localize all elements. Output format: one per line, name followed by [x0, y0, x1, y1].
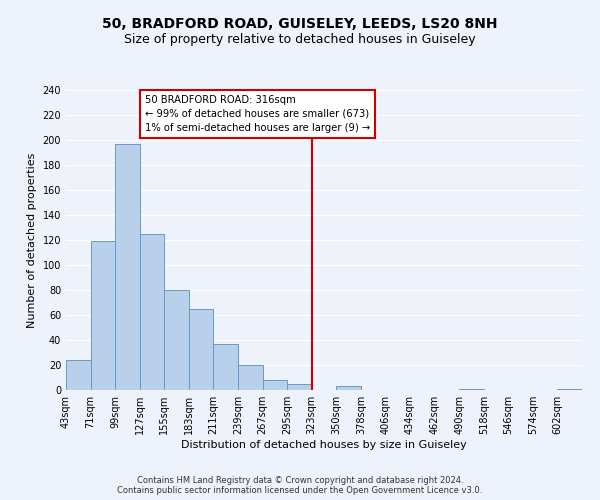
Bar: [66, 360, 91, 390]
Text: 50, BRADFORD ROAD, GUISELEY, LEEDS, LS20 8NH: 50, BRADFORD ROAD, GUISELEY, LEEDS, LS20…: [102, 18, 498, 32]
Bar: [214, 344, 238, 390]
Bar: [459, 389, 484, 390]
Bar: [287, 384, 312, 390]
Bar: [140, 234, 164, 390]
Text: 50 BRADFORD ROAD: 316sqm
← 99% of detached houses are smaller (673)
1% of semi-d: 50 BRADFORD ROAD: 316sqm ← 99% of detach…: [145, 95, 370, 133]
Bar: [164, 290, 189, 390]
Bar: [263, 380, 287, 390]
Bar: [91, 242, 115, 390]
Bar: [115, 144, 140, 390]
X-axis label: Distribution of detached houses by size in Guiseley: Distribution of detached houses by size …: [181, 440, 467, 450]
Bar: [557, 389, 582, 390]
Text: Contains HM Land Registry data © Crown copyright and database right 2024.
Contai: Contains HM Land Registry data © Crown c…: [118, 476, 482, 495]
Bar: [189, 308, 214, 390]
Bar: [336, 386, 361, 390]
Bar: [238, 365, 263, 390]
Text: Size of property relative to detached houses in Guiseley: Size of property relative to detached ho…: [124, 32, 476, 46]
Y-axis label: Number of detached properties: Number of detached properties: [27, 152, 37, 328]
